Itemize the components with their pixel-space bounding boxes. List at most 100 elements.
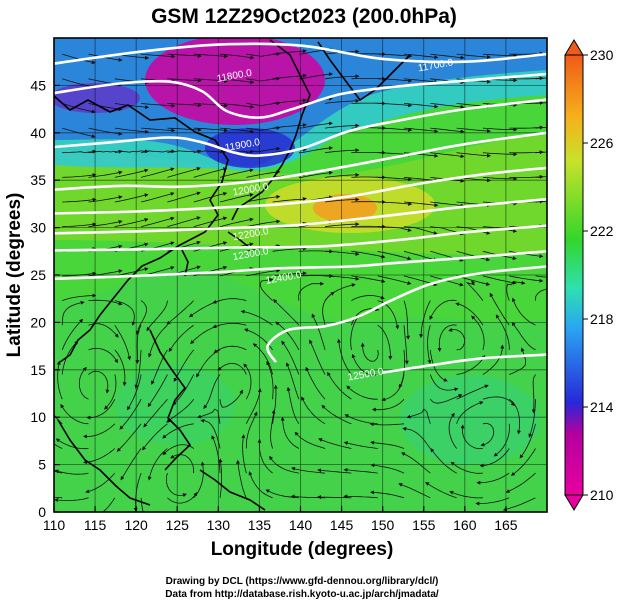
streamline (351, 275, 386, 284)
streamline (219, 389, 243, 408)
streamline (141, 192, 175, 203)
y-tick-label: 35 (30, 172, 46, 188)
streamline (193, 127, 229, 133)
streamline (377, 177, 413, 182)
streamline (377, 250, 412, 261)
streamline (88, 170, 123, 178)
streamline (88, 127, 123, 136)
streamline (430, 448, 457, 474)
indochina-coast (57, 419, 151, 506)
streamline (246, 125, 281, 131)
x-tick-label: 130 (207, 517, 231, 533)
streamline (479, 448, 510, 468)
streamline (193, 78, 229, 83)
streamline (167, 149, 202, 154)
streamline (456, 53, 491, 60)
streamline (62, 127, 96, 139)
kuril-coast (317, 41, 411, 102)
streamline (321, 404, 352, 425)
streamline (482, 344, 505, 375)
streamline (54, 497, 89, 503)
streamline (406, 408, 431, 424)
streamline (141, 149, 176, 154)
streamline (236, 459, 247, 498)
streamline (327, 371, 352, 400)
streamline (430, 201, 465, 208)
streamline (88, 370, 110, 394)
streamline (430, 103, 465, 109)
streamline (62, 103, 96, 114)
streamline (133, 472, 142, 512)
streamline (535, 126, 547, 129)
streamline (114, 127, 150, 134)
colorbar: 230 226 222 218 214 210 (564, 39, 614, 511)
streamline (336, 338, 352, 375)
streamline (465, 280, 484, 301)
x-tick-label: 120 (124, 517, 148, 533)
streamline (456, 127, 491, 133)
y-axis-label: Latitude (degrees) (4, 193, 25, 358)
streamline (119, 399, 142, 430)
streamline (114, 193, 149, 203)
colorbar-tick-label: 226 (590, 135, 614, 151)
streamline (535, 77, 547, 80)
streamline (437, 324, 457, 352)
streamline (88, 103, 123, 112)
streamline (147, 374, 168, 408)
streamline (219, 78, 255, 85)
streamline (419, 300, 431, 339)
streamline (429, 299, 457, 320)
streamline (377, 300, 400, 330)
field-warm-peak (313, 194, 377, 222)
streamline (456, 354, 486, 375)
streamline (273, 299, 300, 326)
streamline (170, 454, 195, 474)
contour-line (54, 250, 547, 281)
contour-line (382, 353, 547, 374)
streamline (325, 250, 360, 257)
streamline (351, 353, 378, 376)
streamline (266, 360, 274, 400)
streamline (104, 374, 117, 410)
credit-drawing: Drawing by DCL (https://www.gfd-dennou.o… (166, 576, 439, 587)
colorbar-ramp (564, 54, 584, 496)
streamline (482, 152, 518, 157)
streamline (377, 127, 413, 132)
streamline (54, 496, 63, 499)
streamline (506, 280, 526, 301)
streamline (246, 146, 281, 154)
contour-line (266, 265, 547, 363)
streamline (360, 342, 379, 362)
streamline (495, 314, 510, 350)
streamline (114, 300, 136, 326)
streamline (369, 422, 405, 427)
streamline (114, 349, 127, 387)
streamline (377, 324, 393, 360)
streamline (346, 385, 378, 400)
streamline (62, 149, 97, 154)
streamline (114, 218, 149, 228)
streamline (350, 313, 362, 350)
streamline (281, 340, 300, 375)
streamline (167, 103, 202, 108)
streamline (219, 193, 254, 203)
y-tick-label: 45 (30, 77, 46, 93)
streamline (449, 490, 483, 499)
streamline (535, 275, 547, 278)
colorbar-tick-label: 230 (590, 47, 614, 63)
streamline (343, 441, 378, 449)
streamline (286, 386, 300, 425)
streamline (151, 349, 168, 385)
y-tick-label: 40 (30, 125, 46, 141)
streamline (166, 300, 194, 325)
contour-line (54, 98, 547, 158)
kyushu-coast (227, 231, 251, 249)
streamline (294, 431, 326, 449)
streamline (243, 363, 252, 400)
streamline (272, 49, 307, 55)
streamline (166, 473, 187, 497)
streamline (460, 424, 483, 450)
streamline (309, 339, 326, 375)
streamline (509, 275, 544, 283)
streamline (62, 197, 97, 203)
